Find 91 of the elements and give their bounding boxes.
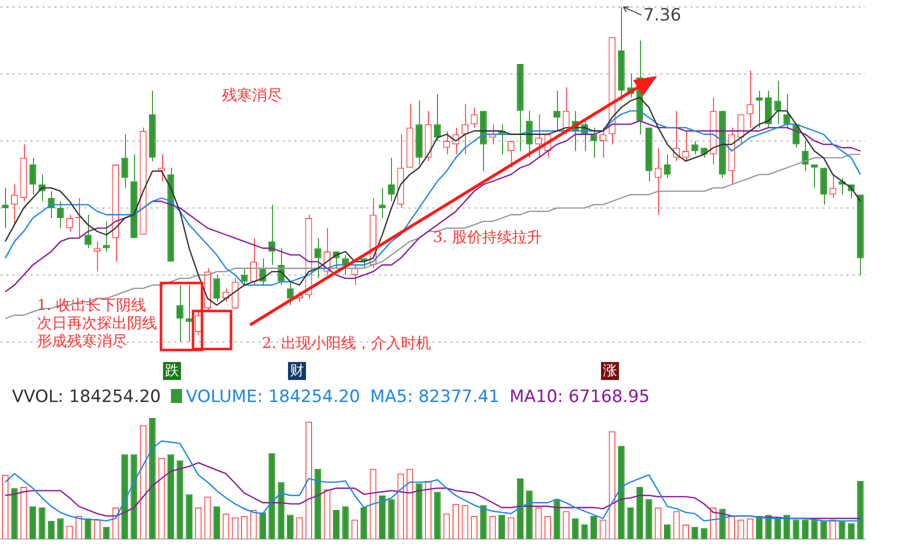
bar bbox=[756, 516, 763, 539]
candlestick bbox=[682, 130, 690, 162]
candlestick bbox=[121, 134, 128, 188]
candlestick bbox=[434, 94, 441, 142]
bar bbox=[498, 514, 506, 539]
candlestick bbox=[654, 147, 662, 216]
bar bbox=[167, 454, 174, 539]
bar bbox=[820, 520, 827, 539]
bar bbox=[480, 505, 487, 539]
candlestick bbox=[250, 238, 257, 286]
bar bbox=[213, 506, 220, 539]
candlestick bbox=[378, 187, 386, 219]
bar bbox=[149, 418, 156, 539]
bar bbox=[388, 499, 395, 539]
candlestick bbox=[388, 157, 395, 202]
annotation: 次日再次探出阴线 bbox=[37, 314, 157, 332]
bar bbox=[11, 488, 18, 539]
annotation: 形成残寒消尽 bbox=[37, 332, 127, 350]
bar bbox=[627, 508, 634, 539]
text: MA5: 82377.41 bbox=[370, 387, 500, 407]
bar bbox=[176, 460, 184, 539]
candlestick bbox=[756, 90, 763, 128]
text: 涨 bbox=[601, 362, 619, 380]
legend-title: VVOL: 184254.20 bbox=[12, 387, 161, 407]
candlestick bbox=[186, 284, 193, 342]
bar bbox=[784, 514, 790, 539]
bar bbox=[30, 506, 36, 539]
candlestick bbox=[29, 157, 36, 196]
annotation: 3. 股价持续拉升 bbox=[433, 228, 542, 246]
candlestick bbox=[535, 114, 542, 158]
bar bbox=[278, 482, 284, 539]
annotation: 残寒消尽 bbox=[222, 86, 282, 104]
bar bbox=[103, 526, 110, 539]
bar bbox=[526, 490, 533, 539]
bar bbox=[516, 478, 524, 539]
candlestick bbox=[2, 187, 9, 229]
bar bbox=[618, 446, 625, 539]
bar bbox=[792, 520, 800, 539]
candlestick bbox=[240, 268, 248, 286]
legend-label: VOLUME: 184254.20 bbox=[186, 387, 360, 407]
candlestick bbox=[314, 238, 322, 279]
bar bbox=[646, 499, 652, 539]
candlestick bbox=[737, 114, 744, 145]
bar bbox=[636, 486, 644, 539]
bar bbox=[774, 517, 781, 539]
candlestick bbox=[810, 164, 818, 188]
bar bbox=[719, 508, 726, 539]
candlestick bbox=[554, 90, 560, 132]
bar bbox=[692, 526, 698, 539]
bar bbox=[314, 468, 322, 539]
candlestick bbox=[194, 311, 202, 336]
bar bbox=[416, 483, 422, 539]
bar bbox=[342, 506, 349, 539]
bar bbox=[857, 480, 864, 539]
bar bbox=[360, 508, 368, 539]
candlestick bbox=[94, 241, 101, 272]
text: 跌 bbox=[163, 362, 181, 380]
bar bbox=[802, 520, 809, 539]
bar bbox=[848, 523, 855, 539]
candlestick bbox=[599, 127, 606, 158]
bar bbox=[286, 514, 294, 539]
bar bbox=[130, 454, 138, 539]
text: MA10: 67168.95 bbox=[509, 387, 650, 407]
text: 财 bbox=[288, 362, 306, 380]
bar bbox=[378, 495, 386, 539]
bar bbox=[84, 518, 92, 539]
candlestick bbox=[176, 284, 184, 342]
bar bbox=[268, 453, 276, 539]
annotation: 7.36 bbox=[643, 5, 682, 26]
bar bbox=[581, 524, 588, 539]
bar bbox=[186, 494, 192, 539]
bar bbox=[48, 520, 55, 539]
bar bbox=[332, 510, 340, 539]
bar bbox=[572, 518, 579, 539]
candlestick bbox=[746, 70, 754, 128]
bar bbox=[121, 454, 128, 539]
bar bbox=[664, 524, 671, 539]
bar bbox=[554, 499, 560, 539]
bar bbox=[259, 512, 266, 539]
annotation: 2. 出现小阳线，介入时机 bbox=[262, 334, 432, 352]
candlestick bbox=[783, 94, 790, 128]
candlestick bbox=[774, 80, 782, 125]
bar bbox=[38, 508, 46, 539]
bar bbox=[590, 516, 598, 539]
candlestick bbox=[829, 174, 836, 198]
candlestick bbox=[213, 274, 220, 302]
bar bbox=[57, 518, 64, 539]
bar bbox=[434, 492, 441, 539]
bar bbox=[811, 520, 818, 539]
bar bbox=[838, 520, 846, 539]
annotation: 1. 收出长下阴线 bbox=[37, 296, 146, 314]
